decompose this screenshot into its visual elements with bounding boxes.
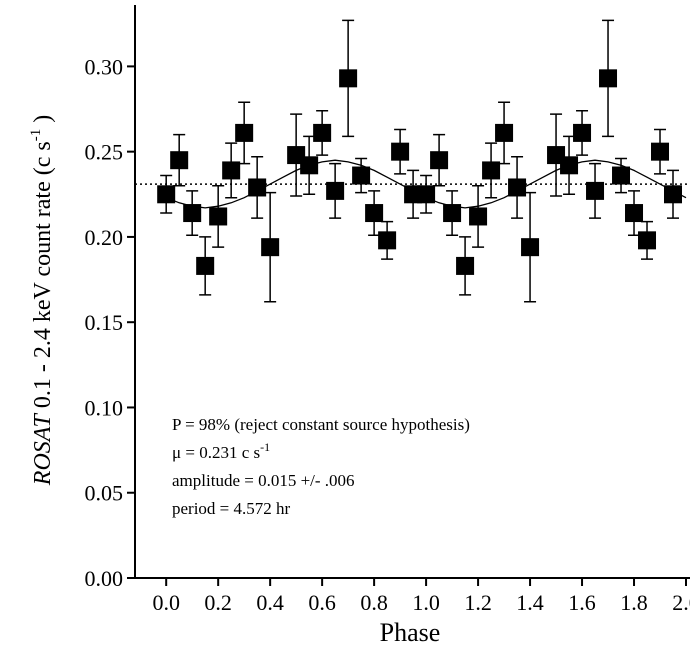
annotation: amplitude = 0.015 +/- .006	[172, 471, 355, 490]
data-point	[456, 256, 475, 275]
y-axis-title: ROSAT 0.1 - 2.4 keV count rate (c s-1 )	[28, 115, 56, 486]
data-point	[352, 166, 371, 185]
y-tick-label: 0.00	[85, 566, 124, 591]
annotation: μ = 0.231 c s-1	[172, 440, 270, 462]
data-point	[625, 204, 644, 223]
data-point	[261, 238, 280, 257]
data-point	[300, 156, 319, 175]
data-point	[339, 69, 358, 88]
data-point	[430, 151, 449, 170]
y-tick-label: 0.05	[85, 481, 124, 506]
data-point	[378, 231, 397, 250]
x-tick-label: 1.6	[568, 590, 596, 615]
annotation-text: period = 4.572 hr	[172, 499, 291, 518]
annotation-sup: -1	[260, 440, 270, 454]
y-tick-label: 0.15	[85, 310, 124, 335]
y-tick-label: 0.20	[85, 225, 124, 250]
x-tick-label: 1.2	[464, 590, 492, 615]
x-axis-title: Phase	[380, 618, 441, 647]
y-axis-title-italic: ROSAT	[30, 412, 56, 486]
data-point	[313, 123, 332, 142]
x-tick-label: 0.8	[360, 590, 388, 615]
annotation-text: μ = 0.231 c s	[172, 443, 260, 462]
y-tick-label: 0.25	[85, 140, 124, 165]
y-tick-label: 0.30	[85, 54, 124, 79]
data-point	[560, 156, 579, 175]
data-point	[417, 185, 436, 204]
data-point	[391, 142, 410, 161]
data-point	[235, 123, 254, 142]
data-point	[222, 161, 241, 180]
data-point	[365, 204, 384, 223]
annotation: period = 4.572 hr	[172, 499, 291, 518]
data-point	[508, 178, 527, 197]
x-tick-label: 2.0	[672, 590, 690, 615]
x-tick-label: 0.4	[256, 590, 284, 615]
data-point	[599, 69, 618, 88]
data-point	[638, 231, 657, 250]
data-point	[482, 161, 501, 180]
x-tick-label: 0.6	[308, 590, 336, 615]
data-point	[651, 142, 670, 161]
y-axis-title-sup: -1	[28, 129, 44, 142]
data-point	[469, 207, 488, 226]
data-point	[248, 178, 267, 197]
data-point	[612, 166, 631, 185]
data-point	[573, 123, 592, 142]
data-point	[157, 185, 176, 204]
x-tick-label: 0.0	[152, 590, 180, 615]
data-point	[586, 181, 605, 200]
data-point	[196, 256, 215, 275]
data-point	[326, 181, 345, 200]
annotation: P = 98% (reject constant source hypothes…	[172, 415, 470, 434]
data-point	[170, 151, 189, 170]
data-point	[209, 207, 228, 226]
y-axis-title-text: 0.1 - 2.4 keV count rate (c s	[30, 141, 56, 414]
x-tick-label: 1.4	[516, 590, 544, 615]
data-point	[183, 204, 202, 223]
data-point	[443, 204, 462, 223]
data-point	[664, 185, 683, 204]
annotation-text: amplitude = 0.015 +/- .006	[172, 471, 355, 490]
annotation-text: P = 98% (reject constant source hypothes…	[172, 415, 470, 434]
x-tick-label: 0.2	[204, 590, 232, 615]
y-tick-label: 0.10	[85, 395, 124, 420]
data-point	[521, 238, 540, 257]
x-tick-label: 1.8	[620, 590, 648, 615]
x-tick-label: 1.0	[412, 590, 440, 615]
data-point	[495, 123, 514, 142]
y-axis-title-end: )	[30, 115, 56, 129]
